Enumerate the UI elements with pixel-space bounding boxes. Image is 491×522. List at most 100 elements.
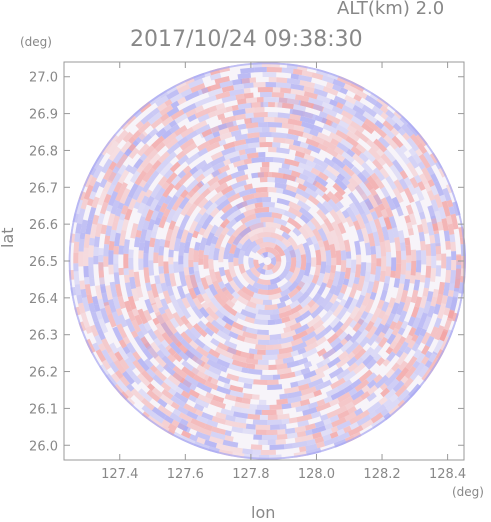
velocity-cell (303, 262, 312, 277)
velocity-cell (210, 83, 221, 91)
velocity-cell (339, 298, 347, 307)
velocity-cell (310, 411, 322, 419)
velocity-cell (188, 259, 194, 268)
velocity-cell (146, 383, 156, 392)
velocity-cell (137, 373, 151, 387)
velocity-cell (229, 88, 245, 97)
velocity-cell (354, 240, 362, 255)
velocity-cell (264, 303, 278, 310)
velocity-cell (166, 106, 180, 118)
velocity-cell (329, 121, 339, 129)
velocity-cell (312, 431, 323, 440)
velocity-cell (198, 328, 208, 338)
velocity-cell (423, 182, 432, 193)
velocity-cell (337, 350, 349, 361)
velocity-cell (132, 351, 142, 361)
velocity-cell (142, 162, 153, 174)
velocity-cell (188, 287, 198, 300)
velocity-cell (180, 331, 193, 344)
velocity-cell (289, 113, 301, 121)
velocity-cell (257, 87, 273, 93)
velocity-cell (393, 109, 403, 120)
velocity-cell (433, 317, 442, 329)
velocity-cell (160, 339, 170, 348)
velocity-cell (125, 397, 136, 407)
velocity-cell (137, 143, 150, 157)
velocity-cell (155, 322, 166, 335)
velocity-cell (236, 164, 249, 172)
velocity-cell (132, 136, 142, 147)
velocity-cell (108, 161, 117, 171)
velocity-cell (424, 350, 433, 359)
velocity-cell (329, 229, 339, 243)
velocity-cell (244, 305, 259, 315)
velocity-cell (122, 370, 135, 385)
velocity-cell (129, 170, 141, 184)
velocity-cell (282, 173, 297, 182)
velocity-cell (287, 217, 302, 230)
velocity-cell (281, 163, 291, 170)
velocity-cell (320, 428, 333, 437)
velocity-cell (84, 276, 90, 285)
velocity-cell (419, 274, 426, 283)
velocity-cell (289, 304, 303, 315)
velocity-cell (150, 117, 163, 130)
velocity-cell (332, 271, 341, 287)
velocity-cell (339, 284, 348, 295)
velocity-cell (178, 196, 190, 210)
velocity-cell (176, 136, 189, 147)
velocity-cell (225, 218, 238, 230)
y-tick-label: 26.5 (29, 255, 58, 270)
velocity-cell (427, 305, 436, 318)
velocity-cell (114, 369, 124, 380)
velocity-cell (238, 263, 246, 274)
velocity-cell (311, 72, 324, 81)
velocity-cell (347, 192, 358, 204)
velocity-cell (339, 87, 349, 95)
velocity-cell (185, 189, 196, 200)
velocity-cell (161, 181, 170, 191)
velocity-cell (336, 173, 346, 182)
velocity-cell (241, 367, 249, 374)
timestamp-title: 2017/10/24 09:38:30 (130, 27, 363, 52)
velocity-cell (338, 396, 354, 408)
velocity-cell (234, 416, 247, 424)
velocity-cell (421, 344, 430, 356)
velocity-cell (227, 313, 239, 323)
velocity-cell (247, 132, 260, 139)
velocity-cell (210, 224, 219, 235)
velocity-cell (163, 261, 170, 274)
velocity-cell (346, 182, 356, 193)
velocity-cell (118, 339, 127, 349)
velocity-cell (202, 223, 214, 239)
velocity-cell (316, 208, 328, 221)
velocity-cell (248, 348, 258, 355)
velocity-cell (133, 158, 144, 170)
velocity-cell (322, 168, 338, 182)
velocity-cell (297, 274, 309, 289)
velocity-cell (395, 250, 402, 264)
velocity-cell (387, 229, 395, 244)
velocity-cell (158, 215, 168, 229)
velocity-cell (332, 78, 346, 89)
velocity-cell (354, 100, 365, 109)
velocity-cell (80, 312, 90, 329)
velocity-cell (414, 200, 424, 214)
velocity-cell (154, 311, 166, 325)
velocity-cell (83, 184, 94, 200)
velocity-cell (347, 425, 364, 437)
velocity-cell (466, 258, 471, 267)
velocity-cell (259, 414, 268, 420)
velocity-cell (86, 294, 94, 304)
velocity-cell (245, 97, 258, 104)
velocity-cell (195, 409, 204, 417)
velocity-cell (379, 105, 389, 114)
velocity-cell (209, 190, 224, 204)
velocity-cell (88, 266, 95, 280)
velocity-cell (166, 89, 180, 100)
velocity-cell (181, 360, 194, 372)
velocity-cell (141, 397, 155, 411)
velocity-cell (178, 171, 193, 186)
velocity-cell (168, 257, 174, 265)
velocity-cell (123, 196, 133, 207)
